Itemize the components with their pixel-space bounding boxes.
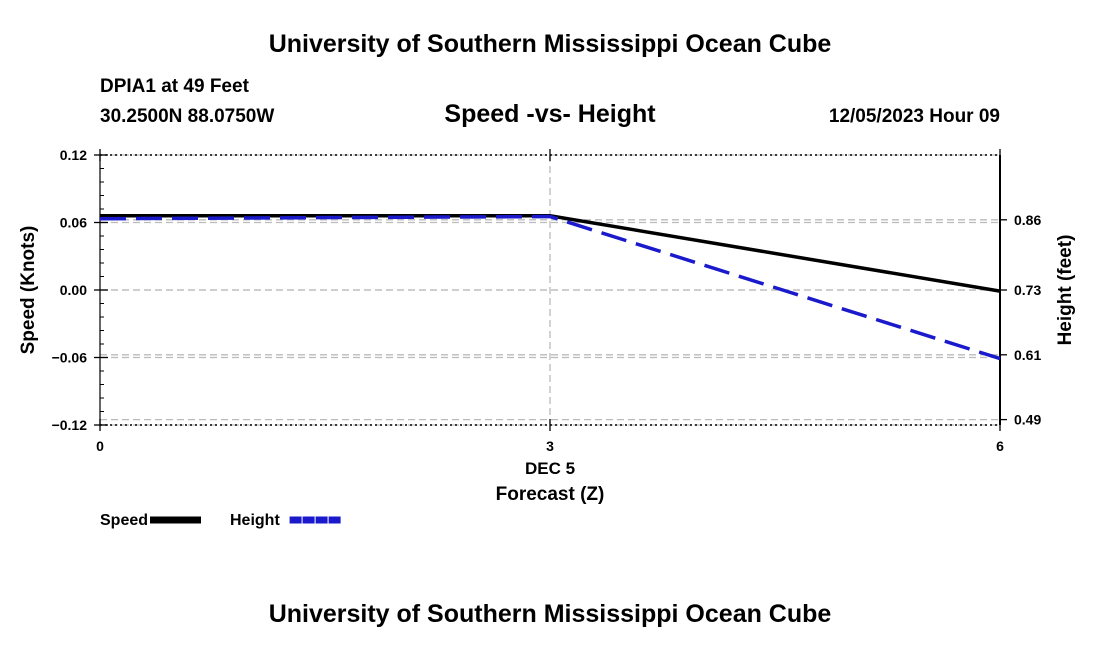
x-tick-label: 0: [96, 438, 104, 454]
station-label: DPIA1 at 49 Feet: [100, 76, 249, 97]
y-tick-label: −0.12: [52, 417, 88, 433]
y2-axis-label: Height (feet): [1055, 235, 1076, 346]
x-tick-label: 3: [546, 438, 554, 454]
footer-title: University of Southern Mississippi Ocean…: [268, 600, 832, 628]
legend-label-speed: Speed: [100, 512, 148, 529]
x-sublabel: DEC 5: [525, 459, 575, 478]
y2-tick-label: 0.49: [1014, 412, 1041, 428]
y-tick-label: 0.12: [60, 147, 87, 163]
y-tick-label: −0.06: [52, 350, 88, 366]
chart-title: Speed -vs- Height: [444, 100, 656, 128]
y2-tick-label: 0.86: [1014, 212, 1041, 228]
x-axis-label: Forecast (Z): [496, 484, 605, 505]
legend-label-height: Height: [230, 512, 280, 529]
y-tick-label: 0.06: [60, 215, 87, 231]
coordinates-label: 30.2500N 88.0750W: [100, 106, 275, 127]
y2-tick-label: 0.73: [1014, 282, 1041, 298]
y2-tick-label: 0.61: [1014, 347, 1041, 363]
y-tick-label: 0.00: [60, 282, 87, 298]
page-title: University of Southern Mississippi Ocean…: [268, 30, 832, 58]
forecast-datetime: 12/05/2023 Hour 09: [828, 106, 1000, 127]
x-tick-label: 6: [996, 438, 1004, 454]
y-axis-label: Speed (Knots): [18, 226, 39, 355]
